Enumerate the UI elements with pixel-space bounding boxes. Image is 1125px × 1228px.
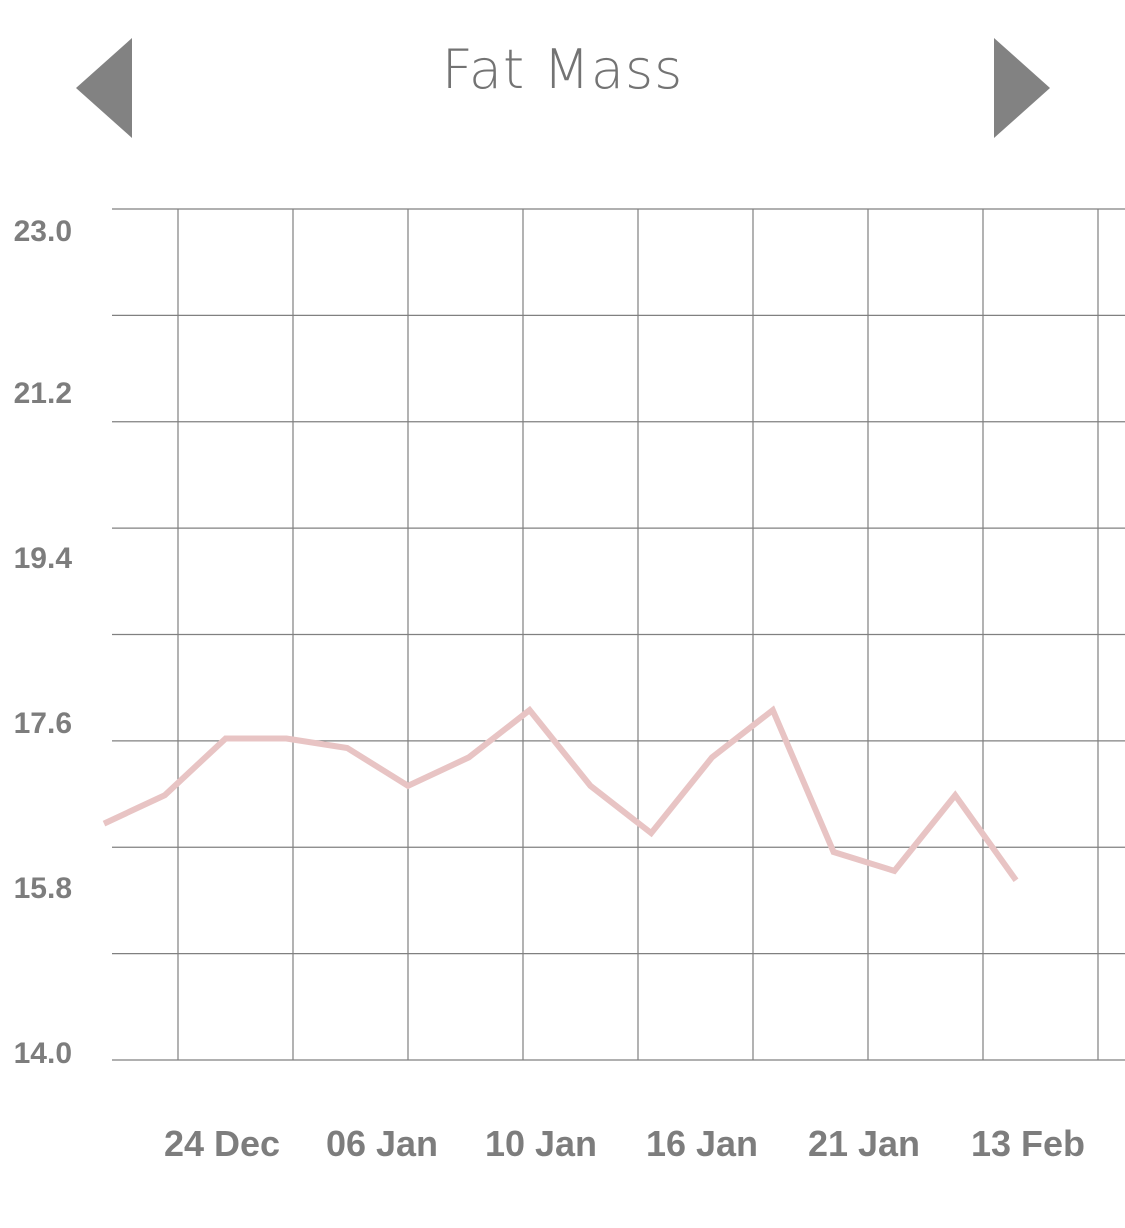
x-tick-label: 10 Jan xyxy=(485,1123,597,1164)
x-tick-label: 06 Jan xyxy=(326,1123,438,1164)
chart-series xyxy=(102,705,1019,883)
x-tick-label: 16 Jan xyxy=(646,1123,758,1164)
x-tick-label: 21 Jan xyxy=(808,1123,920,1164)
chart-header: Fat Mass xyxy=(0,0,1125,150)
y-tick-label: 15.8 xyxy=(14,872,72,905)
next-metric-button[interactable] xyxy=(992,36,1052,140)
y-tick-label: 17.6 xyxy=(14,707,72,740)
triangle-left-icon xyxy=(76,38,132,138)
y-tick-label: 23.0 xyxy=(14,215,72,248)
triangle-right-icon xyxy=(994,38,1050,138)
y-tick-label: 21.2 xyxy=(14,377,72,410)
page-title: Fat Mass xyxy=(441,38,684,101)
x-tick-label: 13 Feb xyxy=(971,1123,1085,1164)
x-axis: 24 Dec 06 Jan 10 Jan 16 Jan 21 Jan 13 Feb xyxy=(164,1123,1085,1164)
previous-metric-button[interactable] xyxy=(74,36,134,140)
y-tick-label: 14.0 xyxy=(14,1037,72,1070)
y-tick-label: 19.4 xyxy=(14,542,73,575)
x-tick-label: 24 Dec xyxy=(164,1123,280,1164)
y-axis: 23.0 21.2 19.4 17.6 15.8 14.0 xyxy=(14,215,73,1070)
fat-mass-series-line xyxy=(102,705,1019,883)
chart-grid xyxy=(112,208,1125,1061)
